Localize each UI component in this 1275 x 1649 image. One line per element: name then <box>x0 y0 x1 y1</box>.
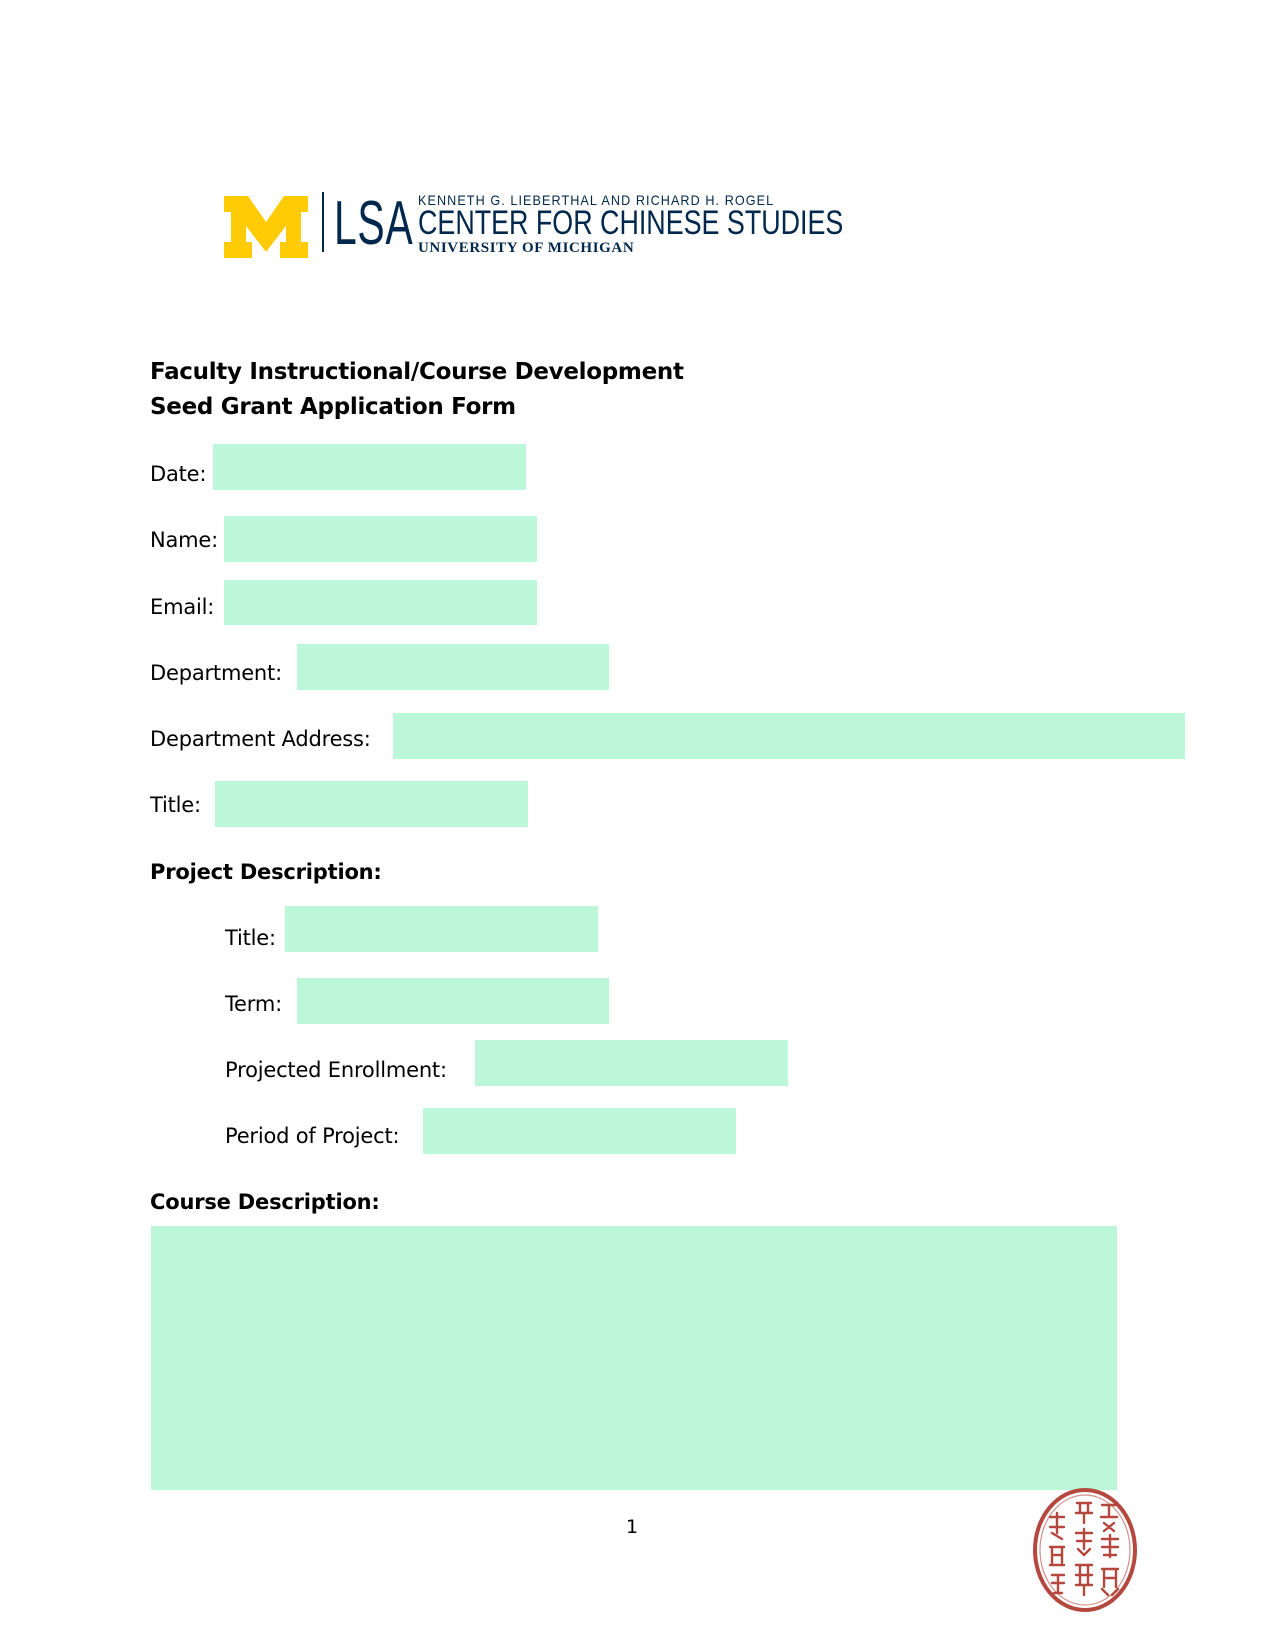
name-label: Name: <box>150 528 219 552</box>
title-label: Title: <box>150 793 201 817</box>
date-field[interactable] <box>213 444 526 490</box>
page-number: 1 <box>626 1516 639 1538</box>
name-field[interactable] <box>224 516 537 562</box>
department-label: Department: <box>150 661 282 685</box>
term-label: Term: <box>225 992 282 1016</box>
period-of-project-label: Period of Project: <box>225 1124 400 1148</box>
projected-enrollment-label: Projected Enrollment: <box>225 1058 447 1082</box>
logo-center-name: CENTER FOR CHINESE STUDIES <box>418 204 844 242</box>
email-label: Email: <box>150 595 215 619</box>
project-title-label: Title: <box>225 926 276 950</box>
logo-center-donors: KENNETH G. LIEBERTHAL AND RICHARD H. ROG… <box>418 192 775 208</box>
department-field[interactable] <box>297 644 609 690</box>
title-field[interactable] <box>215 781 528 827</box>
form-title: Faculty Instructional/Course Development… <box>150 355 684 425</box>
project-description-heading: Project Description: <box>150 860 382 884</box>
term-field[interactable] <box>297 978 609 1024</box>
department-address-field[interactable] <box>393 713 1185 759</box>
block-m-logo-icon <box>224 196 308 258</box>
form-title-line-2: Seed Grant Application Form <box>150 394 516 420</box>
department-address-label: Department Address: <box>150 727 371 751</box>
date-label: Date: <box>150 462 207 486</box>
logo-university-name: UNIVERSITY OF MICHIGAN <box>418 240 635 256</box>
email-field[interactable] <box>224 580 537 625</box>
projected-enrollment-field[interactable] <box>475 1040 788 1086</box>
logo-divider <box>322 192 324 252</box>
lsa-wordmark: LSA <box>334 189 414 258</box>
course-description-heading: Course Description: <box>150 1190 380 1214</box>
period-of-project-field[interactable] <box>423 1108 736 1154</box>
course-description-field[interactable] <box>151 1226 1117 1490</box>
center-logo: LSA KENNETH G. LIEBERTHAL AND RICHARD H.… <box>224 188 843 264</box>
form-title-line-1: Faculty Instructional/Course Development <box>150 359 684 385</box>
project-title-field[interactable] <box>285 906 598 952</box>
chinese-seal-stamp-icon <box>1033 1488 1137 1612</box>
